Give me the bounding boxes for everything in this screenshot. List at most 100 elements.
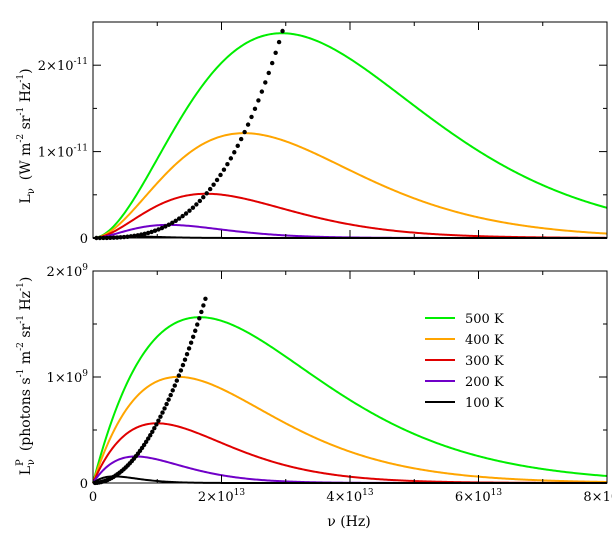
bottom-xtick-label: 4×1013 [326, 488, 373, 505]
bottom-peak-locus-point [180, 362, 186, 368]
top-peak-locus-point [128, 234, 134, 239]
top-peak-locus-point [232, 150, 237, 155]
top-peak-locus-point [221, 167, 227, 172]
top-peak-locus-point [190, 205, 196, 210]
bottom-peak-locus-point [172, 383, 177, 388]
top-ytick-label: 2×10-11 [38, 57, 88, 74]
bottom-ylabel-exp1: -1 [16, 369, 26, 378]
top-ylabel-end: ) [18, 68, 34, 73]
top-peak-locus-point [266, 70, 271, 76]
top-peak-locus-point [142, 231, 147, 236]
legend: 500 K 400 K 300 K 200 K 100 K [425, 312, 504, 411]
top-peak-locus-point [170, 220, 175, 226]
top-ticks-layer: 0 1×10-11 2×10-11 [38, 21, 608, 247]
top-ylabel-mid: sr [18, 115, 34, 134]
bottom-ytick-label: 2×109 [47, 263, 89, 280]
bottom-peak-locus-point [188, 340, 194, 345]
bottom-peak-locus-point [176, 373, 182, 378]
bottom-ytick-label: 0 [80, 477, 88, 492]
bottom-peak-locus-point [146, 436, 151, 441]
bottom-peak-locus-point [143, 439, 149, 445]
svg-text:LPν(photons s-1 m-2 sr-1 Hz-1): LPν(photons s-1 m-2 sr-1 Hz-1) [15, 277, 37, 476]
top-ylabel-sub: ν [26, 188, 37, 194]
top-ylabel-units: (W m [18, 143, 34, 181]
bottom-yaxis-title: LPν(photons s-1 m-2 sr-1 Hz-1) [15, 277, 37, 476]
top-peak-locus-point [252, 106, 258, 112]
top-ylabel-mid2: Hz [18, 83, 34, 107]
bottom-ylabel-mid3: Hz [18, 291, 34, 315]
top-ylabel-exp2: -1 [16, 107, 26, 116]
top-peak-locus-point [176, 216, 182, 221]
top-peak-locus-point [156, 227, 161, 232]
bottom-peak-locus-point [164, 401, 169, 407]
top-plot-frame [92, 21, 608, 239]
top-panel: 01×10-112×10-11 Lν(W m-2 sr-1 Hz-1) [16, 21, 608, 247]
top-peak-locus-point [242, 129, 247, 135]
bottom-peak-locus-point [178, 368, 184, 373]
top-peak-locus-point [152, 228, 158, 233]
top-peak-locus-point [163, 224, 168, 229]
top-peak-locus-point [139, 232, 144, 237]
top-ylabel-exp3: -1 [16, 74, 26, 83]
bottom-peak-locus-point [168, 392, 173, 398]
top-peak-locus-point [211, 182, 216, 187]
bottom-ylabel-sub: ν [26, 459, 37, 465]
bottom-xtick-label: 2×1013 [198, 488, 245, 505]
legend-label-400k: 400 K [465, 333, 504, 348]
top-peak-locus-point [245, 122, 251, 127]
top-series-500k [92, 32, 608, 239]
top-ylabel-main: L [18, 194, 34, 203]
bottom-xtick-label: 0 [89, 490, 97, 505]
svg-text:Lν(W m-2 sr-1 Hz-1): Lν(W m-2 sr-1 Hz-1) [16, 68, 37, 203]
bottom-peak-locus-point [197, 316, 202, 321]
top-peak-locus-point [135, 233, 140, 238]
bottom-peak-locus-point [195, 322, 200, 327]
bottom-peak-locus-point [148, 433, 153, 438]
bottom-ylabel-main: L [18, 466, 34, 475]
top-peak-locus-point [225, 162, 230, 167]
legend-label-100k: 100 K [465, 396, 504, 411]
bottom-xaxis-title: ν (Hz) [327, 514, 370, 530]
top-peak-locus-point [166, 222, 172, 227]
top-peak-locus-point [187, 208, 192, 213]
bottom-peak-locus-point [158, 414, 163, 419]
top-peak-locus-point [207, 186, 213, 192]
top-peak-locus-point [173, 218, 178, 223]
legend-label-200k: 200 K [465, 375, 504, 390]
top-ytick-label: 0 [80, 232, 88, 247]
bottom-ylabel-end: ) [18, 277, 34, 282]
top-peak-locus-point [201, 195, 206, 200]
bottom-xtick-label: 6×1013 [455, 488, 502, 505]
bottom-panel: 0 2×1013 4×1013 6×1013 8×1013 0 1×109 2×109 500… [15, 263, 612, 530]
top-peak-locus-point [159, 225, 165, 231]
bottom-ylabel-exp3: -1 [16, 315, 26, 324]
bottom-ylabel-mid: m [18, 351, 34, 369]
top-peak-locus-point [145, 230, 151, 236]
bottom-peak-locus-point [182, 357, 188, 362]
bottom-peak-locus-point [154, 422, 159, 427]
top-curves-layer [92, 32, 608, 239]
bottom-ylabel-mid2: sr [18, 323, 34, 342]
top-peak-locus-point [228, 156, 234, 161]
bottom-peak-locus-point [150, 429, 155, 434]
top-peak-locus-point [270, 60, 275, 66]
bottom-peak-locus-point [201, 303, 206, 308]
bottom-peak-locus-point [193, 328, 198, 333]
bottom-ylabel-exp4: -1 [16, 282, 26, 291]
bottom-peak-locus-point [141, 442, 147, 448]
legend-label-300k: 300 K [465, 354, 504, 369]
top-peak-locus-point [132, 233, 137, 239]
bottom-peak-locus-point [174, 378, 180, 383]
bottom-peak-locus-point [156, 418, 161, 423]
top-ylabel-exp1: -2 [16, 134, 26, 143]
top-peak-locus-point [249, 114, 254, 120]
top-peak-locus-point [214, 177, 220, 183]
bottom-xtick-label: 8×1013 [583, 488, 612, 505]
bottom-peak-locus-point [190, 334, 196, 339]
top-peak-locus-point [256, 98, 261, 103]
top-peak-locus-point [194, 202, 199, 207]
top-series-400k [92, 132, 608, 239]
bottom-ylabel-exp2: -2 [16, 342, 26, 351]
top-peak-locus-point [238, 136, 244, 142]
